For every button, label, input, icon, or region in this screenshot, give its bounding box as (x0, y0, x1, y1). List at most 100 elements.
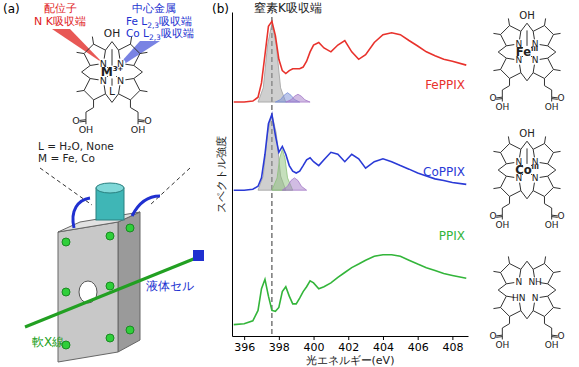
bond (527, 191, 533, 199)
substituent (77, 90, 85, 91)
bond (551, 97, 552, 101)
x-axis-line (233, 336, 469, 337)
bond (548, 52, 556, 58)
x-axis: 396398400402404406408 (233, 336, 469, 354)
panel-label: (a) (3, 2, 20, 16)
bond (548, 46, 556, 52)
x-tick: 406 (408, 336, 429, 354)
beam-label: 軟X線 (32, 335, 64, 349)
bond (498, 52, 506, 58)
metal-edge: Co L2,3吸収端 (126, 27, 194, 42)
cell-bolt (126, 326, 134, 334)
bond (502, 324, 509, 328)
metal-symbol: Co (515, 163, 531, 177)
bond (544, 204, 551, 208)
metal-title: 中心金属 (132, 2, 176, 15)
series-label: FePPIX (425, 78, 465, 92)
bond (544, 86, 551, 90)
atom-background (116, 76, 126, 86)
edge-tail: 吸収端 (159, 15, 192, 27)
substituent (544, 256, 545, 263)
cell-label: 液体セル (146, 279, 194, 293)
substituent (130, 37, 131, 45)
substituent (493, 307, 500, 308)
metal-label: M3+ (101, 65, 124, 79)
bond (130, 100, 131, 108)
bond (521, 141, 527, 149)
metal-charge: III (532, 163, 539, 171)
bond (496, 98, 502, 100)
bond (544, 316, 545, 323)
zoom-line (150, 168, 190, 205)
atom-label: OH (545, 220, 559, 230)
bond (527, 261, 533, 269)
x-tick: 400 (304, 336, 325, 354)
bond (544, 196, 545, 203)
bond (498, 290, 506, 296)
substituent (493, 151, 500, 152)
atom-label: OH (545, 102, 559, 112)
bond (86, 108, 94, 113)
atom-label: OH (545, 340, 559, 350)
bond (502, 215, 503, 219)
bond (496, 215, 502, 217)
bond (551, 215, 552, 219)
atom-background (514, 277, 523, 286)
tick-label: 402 (338, 341, 359, 354)
cell-bolt (126, 224, 134, 232)
bond (521, 311, 527, 319)
cell-bolt (106, 282, 114, 290)
bond (551, 208, 552, 215)
bond (544, 324, 551, 328)
cell-bolt (62, 288, 70, 296)
tick-mark (383, 336, 384, 340)
axial-label: OH (519, 128, 535, 139)
ligand-title: 配位子 (44, 2, 77, 15)
substituent (493, 187, 500, 188)
bond (105, 42, 112, 51)
bond (502, 90, 503, 97)
substituent (508, 18, 509, 25)
chart-title: 窒素K吸収端 (254, 1, 322, 15)
substituent (553, 33, 560, 34)
bond (496, 335, 502, 337)
bond (502, 208, 503, 215)
tick-mark (279, 336, 280, 340)
bond (548, 164, 556, 170)
axial-label: OH (519, 10, 535, 21)
tick-label: 406 (408, 341, 429, 354)
bond (82, 65, 91, 72)
bond (502, 204, 509, 208)
metal-label: CoIII (515, 163, 539, 177)
tick-mark (418, 336, 419, 340)
bond (502, 86, 509, 90)
ligand-wedge (52, 29, 103, 63)
axial-bond (112, 49, 113, 65)
nitrogen-label: N (532, 55, 539, 65)
nitrogen-label: N (532, 173, 539, 183)
substituent (92, 37, 93, 45)
bond (502, 97, 503, 101)
bond (498, 284, 506, 290)
metal-symbol: M (101, 65, 113, 79)
bond (548, 170, 556, 176)
bond (79, 119, 85, 121)
bond (527, 311, 533, 319)
tick-label: 404 (373, 341, 394, 354)
metal-symbol: Fe (516, 45, 531, 59)
bond (509, 316, 510, 323)
series-label: PPIX (439, 229, 465, 243)
bond (502, 335, 503, 339)
spectrum-line (234, 114, 467, 190)
substituent (140, 52, 148, 53)
bond (138, 112, 139, 120)
nitrogen-label: NH (528, 277, 542, 287)
substituent (544, 136, 545, 143)
bond (79, 121, 85, 123)
bond (498, 164, 506, 170)
atom-label: OH (495, 102, 509, 112)
substituent (493, 271, 500, 272)
metal-charge: III (531, 45, 538, 53)
bond (527, 141, 533, 149)
component-peak (286, 94, 310, 102)
